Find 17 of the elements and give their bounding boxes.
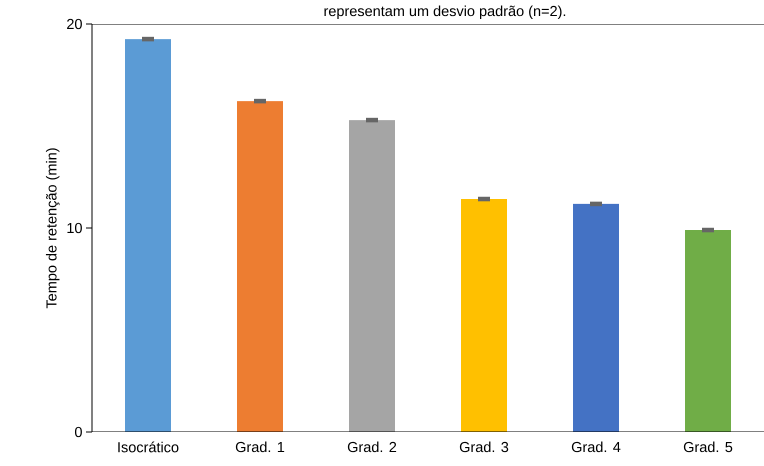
bar — [573, 204, 620, 432]
x-tick-label: Grad. 5 — [684, 442, 732, 452]
y-tick-label: 20 — [67, 18, 82, 30]
y-axis-title: Tempo de retenção (min) — [46, 148, 60, 308]
y-tick-label: 0 — [74, 426, 82, 438]
bar — [685, 230, 732, 432]
x-tick-label: Grad. 2 — [348, 442, 396, 452]
bar — [237, 101, 284, 432]
chart-title: representam um desvio padrão (n=2). — [324, 6, 566, 20]
x-tick-label: Grad. 3 — [460, 442, 508, 452]
x-tick-label: Grad. 1 — [236, 442, 284, 452]
x-tick-label: Grad. 4 — [572, 442, 620, 452]
bar — [349, 120, 396, 432]
y-tick-label: 10 — [67, 222, 82, 234]
bar — [461, 199, 508, 432]
bar — [125, 39, 171, 432]
x-tick-label: Isocrático — [118, 442, 178, 452]
